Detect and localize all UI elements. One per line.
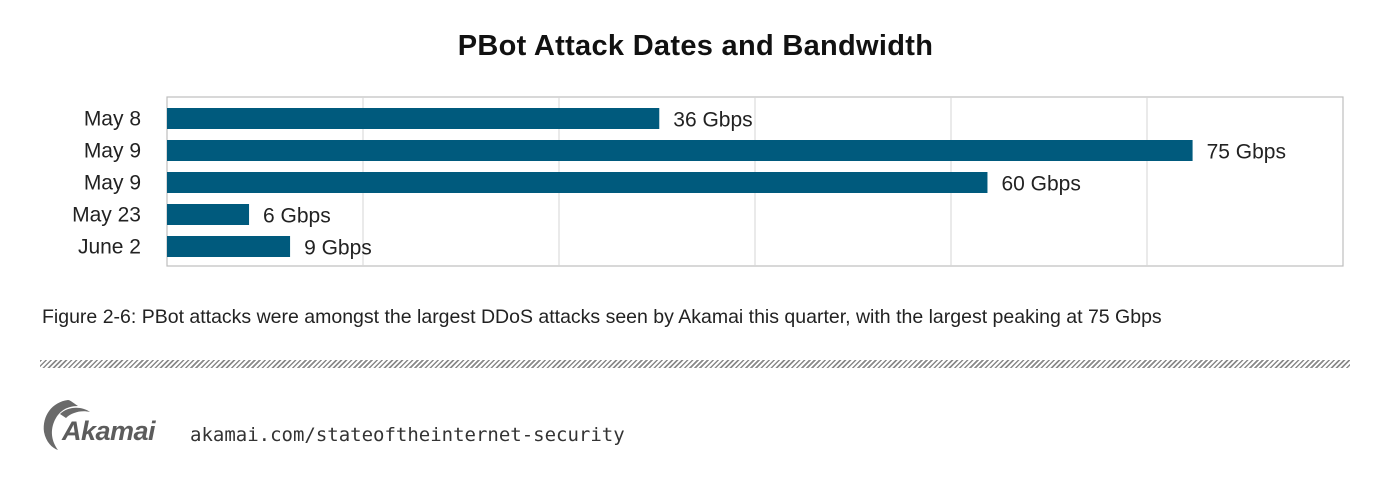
akamai-wave-icon [43, 400, 90, 450]
bar [167, 204, 250, 225]
category-label: May 9 [84, 140, 141, 163]
category-label: June 2 [78, 236, 141, 259]
value-label: 60 Gbps [1001, 173, 1080, 196]
category-label: May 9 [84, 172, 141, 195]
value-label: 9 Gbps [304, 237, 372, 260]
figure-caption: Figure 2-6: PBot attacks were amongst th… [42, 306, 1162, 328]
category-label: May 8 [84, 108, 141, 131]
footer-url: akamai.com/stateoftheinternet-security [190, 424, 625, 446]
akamai-logo: Akamai [38, 394, 178, 454]
akamai-logo-text: Akamai [62, 416, 156, 446]
hatched-divider [40, 360, 1350, 368]
bar [167, 140, 1193, 161]
value-label: 75 Gbps [1207, 141, 1286, 164]
value-label: 36 Gbps [673, 109, 752, 132]
bar [167, 236, 291, 257]
category-label: May 23 [72, 204, 141, 227]
value-label: 6 Gbps [263, 205, 331, 228]
chart-title: PBot Attack Dates and Bandwidth [457, 30, 934, 62]
bar [167, 172, 988, 193]
bar-chart: May 8 36 Gbps May 9 75 Gbps May 9 60 Gbps May … [72, 96, 1344, 267]
bar [167, 108, 660, 129]
